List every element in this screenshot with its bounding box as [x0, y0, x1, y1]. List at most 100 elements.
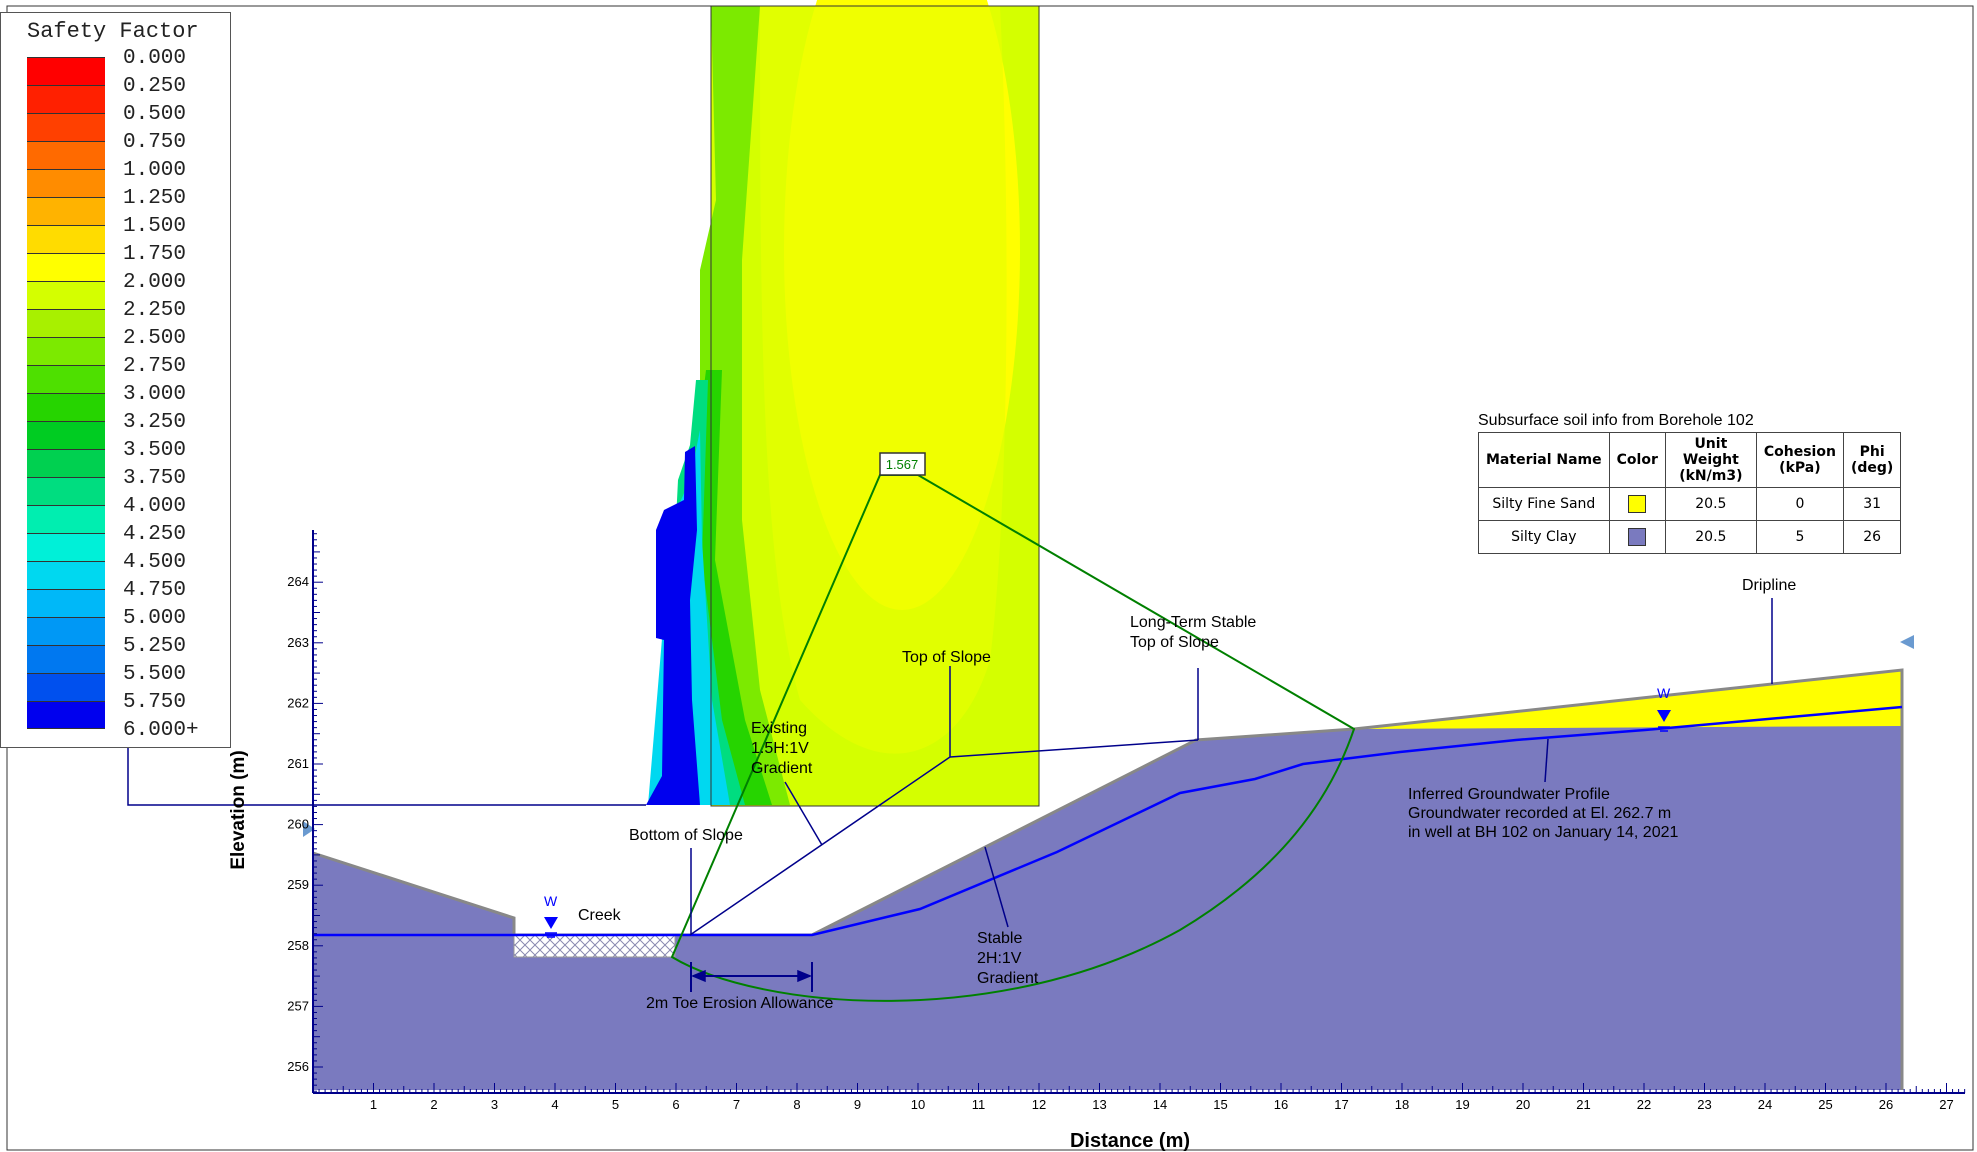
creek-water-marker-label: W	[544, 893, 558, 909]
existing-gradient-leader	[784, 781, 823, 846]
legend-swatch	[27, 337, 105, 365]
legend-label: 2.500	[123, 327, 187, 350]
critical-slip-surface	[670, 474, 1356, 1002]
legend-label: 0.750	[123, 131, 187, 154]
legend-swatch	[27, 449, 105, 477]
legend-swatch	[27, 701, 105, 729]
x-tick-label: 22	[1637, 1097, 1651, 1112]
groundwater-note-line1: Inferred Groundwater Profile	[1408, 786, 1610, 803]
creek-hatch	[513, 934, 676, 958]
x-axis-tick-labels: 1 2 3 4 5 6 7 8 9 10 11 12 13 14 15 16 17 18 19 20 21 22 23 24 2…	[370, 1097, 1954, 1112]
legend-leader	[127, 748, 646, 806]
legend-swatch	[27, 645, 105, 673]
x-tick-label: 5	[612, 1097, 619, 1112]
contour-frame	[710, 5, 1040, 807]
groundwater-marker-label: W	[1657, 685, 1671, 701]
toe-dimension	[690, 962, 813, 992]
stable-gradient-line1: Stable	[977, 930, 1022, 947]
x-axis-title: Distance (m)	[1070, 1130, 1190, 1152]
x-tick-label: 8	[793, 1097, 800, 1112]
phi-cell: 26	[1842, 520, 1902, 554]
table-row: Silty Clay 20.5 5 26	[1478, 520, 1902, 554]
x-tick-label: 7	[733, 1097, 740, 1112]
factor-of-safety-value: 1.567	[886, 457, 919, 472]
y-axis-title: Elevation (m)	[228, 750, 249, 869]
legend-label: 3.500	[123, 439, 187, 462]
header-unit-weight: Unit Weight (kN/m3)	[1664, 432, 1757, 488]
y-tick-label: 263	[287, 635, 309, 650]
factor-of-safety-box	[879, 452, 926, 476]
legend-swatch	[27, 505, 105, 533]
x-tick-label: 19	[1455, 1097, 1469, 1112]
legend-swatch	[27, 365, 105, 393]
legend-swatch	[27, 561, 105, 589]
stable-gradient-line2: 2H:1V	[977, 950, 1022, 967]
soil-properties-box: Subsurface soil info from Borehole 102 M…	[1478, 412, 1902, 554]
y-tick-label: 261	[287, 756, 309, 771]
x-axis: 1 2 3 4 5 6 7 8 9 10 11 12 13 14 15 16 17 18 19 20 21 22 23 24 2…	[312, 1083, 1966, 1152]
x-tick-label: 3	[491, 1097, 498, 1112]
legend-swatch	[27, 169, 105, 197]
y-tick-label: 256	[287, 1059, 309, 1074]
legend-label: 5.250	[123, 635, 187, 658]
diagram-labels: Top of Slope Long-Term Stable Top of Slo…	[578, 577, 1796, 1012]
groundwater-leader	[1544, 738, 1549, 783]
header-color: Color	[1608, 432, 1666, 488]
legend-swatches	[27, 57, 105, 729]
x-tick-label: 11	[972, 1097, 986, 1112]
legend-label: 3.000	[123, 383, 187, 406]
legend-swatch	[27, 253, 105, 281]
x-tick-label: 17	[1334, 1097, 1348, 1112]
left-boundary-marker-icon	[303, 821, 315, 837]
top-link-leader	[949, 739, 1199, 758]
soil-table-title: Subsurface soil info from Borehole 102	[1478, 412, 1754, 429]
material-color-swatch	[1628, 528, 1647, 546]
y-axis-minor-ticks	[313, 533, 323, 1092]
legend-swatch	[27, 225, 105, 253]
x-tick-label: 9	[854, 1097, 861, 1112]
legend-label: 0.500	[123, 103, 187, 126]
legend-swatch	[27, 113, 105, 141]
x-tick-label: 2	[430, 1097, 437, 1112]
annotation-leaders	[127, 598, 1773, 992]
unit-weight-cell: 20.5	[1664, 520, 1757, 554]
material-name-cell: Silty Clay	[1478, 520, 1610, 554]
groundwater-marker-icon	[1657, 710, 1671, 722]
x-tick-label: 10	[911, 1097, 925, 1112]
cohesion-cell: 5	[1755, 520, 1844, 554]
legend-swatch	[27, 617, 105, 645]
dripline-label: Dripline	[1742, 577, 1796, 594]
material-color-swatch	[1628, 495, 1647, 513]
right-boundary-marker-icon	[1900, 635, 1914, 649]
safety-factor-legend: Safety Factor 0.000 0.250 0.500 0.750 1.000 1…	[0, 12, 231, 748]
legend-label: 1.750	[123, 243, 187, 266]
x-axis-minor-ticks	[312, 1083, 1966, 1093]
water-marker-labels: W W	[544, 685, 1671, 909]
legend-label: 2.000	[123, 271, 187, 294]
soil-properties-table: Material Name Color Unit Weight (kN/m3) …	[1478, 432, 1902, 554]
existing-gradient-line2: 1.5H:1V	[751, 740, 809, 757]
table-row: Silty Fine Sand 20.5 0 31	[1478, 487, 1902, 521]
creek-label: Creek	[578, 907, 622, 924]
creek-water-level-icon	[545, 932, 557, 938]
x-tick-label: 20	[1516, 1097, 1530, 1112]
legend-title: Safety Factor	[27, 19, 199, 44]
legend-swatch	[27, 197, 105, 225]
x-tick-label: 27	[1939, 1097, 1953, 1112]
legend-label: 3.250	[123, 411, 187, 434]
unit-weight-cell: 20.5	[1664, 487, 1757, 521]
stable-gradient-line3: Gradient	[977, 970, 1039, 987]
x-tick-label: 25	[1818, 1097, 1832, 1112]
y-tick-label: 259	[287, 877, 309, 892]
legend-label: 1.000	[123, 159, 187, 182]
x-tick-label: 23	[1697, 1097, 1711, 1112]
material-name-cell: Silty Fine Sand	[1478, 487, 1610, 521]
top-of-slope-label: Top of Slope	[902, 649, 991, 666]
legend-swatch	[27, 281, 105, 309]
x-tick-label: 1	[370, 1097, 377, 1112]
x-tick-label: 4	[551, 1097, 558, 1112]
x-tick-label: 16	[1274, 1097, 1288, 1112]
soil-table-header-row: Material Name Color Unit Weight (kN/m3) …	[1478, 432, 1902, 488]
